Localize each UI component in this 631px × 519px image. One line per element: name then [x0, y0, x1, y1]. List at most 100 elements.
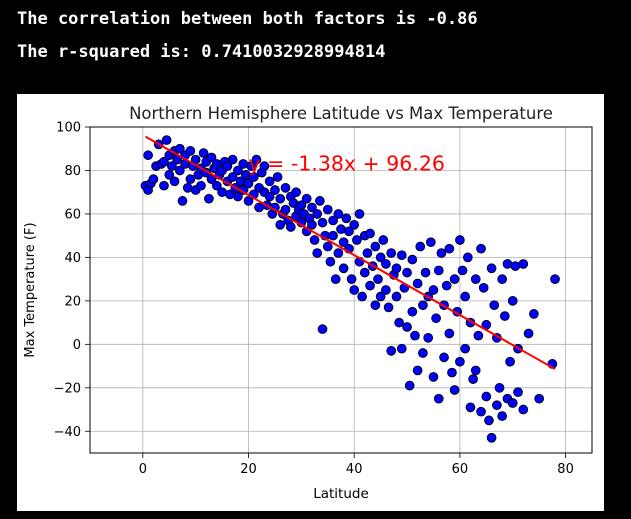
data-point: [425, 237, 436, 248]
data-point: [349, 285, 360, 295]
data-point: [185, 174, 196, 185]
data-point: [391, 291, 402, 302]
data-point: [365, 280, 375, 291]
data-point: [338, 237, 349, 248]
data-point: [476, 406, 486, 417]
data-point: [386, 248, 397, 258]
data-point: [470, 274, 481, 284]
data-point: [507, 398, 518, 408]
data-point: [341, 213, 352, 224]
data-point: [206, 152, 217, 163]
y-tick-label: 60: [64, 207, 81, 222]
data-point: [383, 302, 394, 313]
data-point: [449, 274, 460, 284]
data-point: [227, 154, 238, 165]
data-point: [462, 252, 473, 263]
data-point: [534, 393, 545, 404]
data-point: [159, 156, 169, 167]
data-point: [330, 274, 341, 284]
data-point: [357, 291, 367, 302]
data-point: [492, 400, 502, 411]
data-point: [328, 230, 338, 241]
data-point: [317, 324, 328, 334]
data-point: [433, 265, 444, 276]
data-point: [322, 204, 333, 215]
data-point: [370, 241, 381, 252]
data-point: [275, 219, 286, 230]
data-point: [481, 391, 492, 402]
data-point: [291, 187, 301, 198]
data-point: [333, 209, 344, 219]
data-point: [167, 161, 177, 171]
data-point: [217, 187, 227, 198]
data-point: [301, 193, 312, 204]
data-point: [465, 402, 476, 413]
data-point: [489, 300, 500, 311]
y-tick-label: 0: [73, 338, 81, 353]
data-point: [423, 332, 434, 343]
data-point: [518, 404, 529, 415]
data-point: [272, 172, 283, 182]
y-tick-label: 40: [64, 251, 81, 266]
data-point: [174, 165, 185, 176]
data-point: [238, 159, 249, 169]
data-point: [457, 265, 468, 276]
data-point: [222, 161, 233, 171]
data-point: [259, 161, 270, 171]
x-tick-label: 80: [557, 462, 574, 477]
data-point: [386, 346, 397, 356]
data-point: [143, 150, 153, 161]
data-point: [529, 309, 539, 319]
regression-line: [144, 135, 556, 370]
data-point: [233, 191, 243, 202]
data-point: [328, 215, 338, 226]
data-point: [476, 243, 486, 254]
chart-figure: 0 20 40 60 80 −40 −20 0 20 40 60 80 100 Northern He…: [17, 94, 604, 511]
data-point: [381, 259, 391, 269]
data-point: [381, 285, 391, 295]
data-point: [473, 330, 484, 341]
data-point: [499, 311, 510, 321]
data-point: [317, 217, 328, 228]
data-point: [270, 185, 280, 195]
data-point: [444, 328, 455, 339]
data-point: [428, 372, 439, 382]
data-point: [196, 180, 206, 191]
data-point: [315, 196, 325, 206]
data-point: [285, 222, 296, 232]
data-point: [418, 348, 428, 358]
data-point: [449, 385, 460, 395]
data-point: [370, 300, 381, 311]
data-point: [198, 148, 209, 158]
y-tick-label: −40: [54, 425, 81, 440]
x-axis-label: Latitude: [313, 486, 369, 502]
data-point: [460, 291, 471, 302]
data-point: [447, 367, 457, 378]
data-point: [412, 365, 423, 376]
chart-title: Northern Hemisphere Latitude vs Max Temp…: [129, 104, 553, 123]
data-point: [346, 274, 357, 284]
data-point: [455, 235, 465, 245]
data-point: [402, 322, 412, 332]
data-point: [375, 252, 386, 263]
data-point: [507, 296, 518, 306]
data-point: [161, 135, 172, 145]
data-point: [254, 202, 264, 213]
data-point: [396, 250, 407, 261]
y-tick-label: 100: [56, 121, 81, 136]
data-point: [204, 193, 214, 204]
data-point: [415, 241, 426, 252]
data-point: [233, 165, 243, 176]
data-point: [365, 228, 375, 239]
data-point: [407, 306, 418, 317]
data-point: [484, 415, 494, 426]
data-point: [412, 278, 423, 289]
data-point: [264, 176, 275, 187]
data-point: [468, 374, 478, 384]
data-point: [404, 380, 415, 391]
data-point: [455, 356, 465, 367]
data-point: [396, 343, 407, 354]
data-point: [513, 387, 523, 397]
y-tick-label: −20: [54, 381, 81, 396]
data-point: [159, 180, 169, 191]
